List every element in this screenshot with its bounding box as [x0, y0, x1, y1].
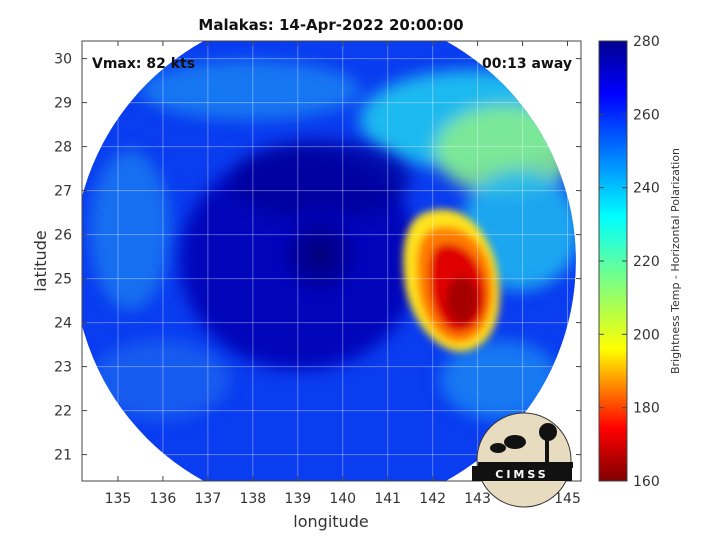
- gridlines: [82, 41, 581, 481]
- colorbar-ticks: 160 180 200 220 240 260 280: [599, 34, 660, 490]
- x-tick-label: 143: [464, 491, 491, 507]
- x-tick-label: 141: [374, 491, 401, 507]
- logo-water-tower-leg: [545, 432, 549, 462]
- colorbar-tick-label: 280: [633, 34, 660, 50]
- logo-ground: [478, 462, 573, 468]
- colorbar-tick-label: 240: [633, 181, 660, 197]
- y-tick-label: 25: [54, 272, 72, 288]
- logo-text: CIMSS: [495, 468, 548, 481]
- dark-arc-north: [230, 140, 410, 220]
- logo-small-dish: [490, 443, 506, 453]
- colorbar-tick-label: 260: [633, 107, 660, 123]
- band-southeast: [440, 340, 560, 420]
- chart-title: Malakas: 14-Apr-2022 20:00:00: [198, 16, 463, 34]
- x-tick-label: 138: [239, 491, 266, 507]
- colorbar-tick-label: 160: [633, 474, 660, 490]
- y-tick-label: 28: [54, 140, 72, 156]
- warm-darkred: [446, 276, 478, 324]
- x-tick-label: 135: [105, 491, 132, 507]
- eye-region: [265, 200, 375, 310]
- y-tick-label: 21: [54, 448, 72, 464]
- x-axis-label: longitude: [293, 512, 368, 531]
- colorbar-tick-label: 200: [633, 327, 660, 343]
- y-tick-label: 30: [54, 52, 72, 68]
- microwave-swath: [82, 41, 576, 481]
- band-west: [90, 150, 170, 310]
- cimss-logo: CIMSS: [472, 412, 573, 508]
- plot-frame: [81, 40, 582, 482]
- y-axis-ticks: 21 22 23 24 25 26 27 28 29 30: [54, 52, 581, 464]
- time-offset-annotation: 00:13 away: [482, 56, 572, 72]
- logo-disc: [476, 412, 572, 508]
- y-tick-label: 24: [54, 316, 72, 332]
- colorbar-label: Brightness Temp - Horizontal Polarizatio…: [669, 148, 682, 374]
- y-tick-label: 27: [54, 184, 72, 200]
- y-tick-label: 29: [54, 96, 72, 112]
- x-tick-label: 136: [150, 491, 177, 507]
- x-tick-label: 140: [329, 491, 356, 507]
- plot-area: [82, 41, 581, 481]
- y-axis-label: latitude: [31, 230, 50, 291]
- colorbar-tick-label: 220: [633, 254, 660, 270]
- logo-banner: [472, 466, 572, 481]
- x-tick-label: 139: [284, 491, 311, 507]
- logo-satellite-dish: [504, 435, 526, 449]
- logo-water-tower-tank: [539, 423, 557, 441]
- cyan-band-northwest: [140, 60, 360, 120]
- y-tick-label: 23: [54, 360, 72, 376]
- x-tick-label: 145: [554, 491, 581, 507]
- warm-rain-region: [403, 209, 500, 352]
- x-tick-label: 137: [195, 491, 222, 507]
- band-southwest: [90, 340, 230, 420]
- x-tick-label: 142: [419, 491, 446, 507]
- y-tick-label: 22: [54, 404, 72, 420]
- vmax-annotation: Vmax: 82 kts: [92, 56, 195, 72]
- colorbar-tick-label: 180: [633, 401, 660, 417]
- y-tick-label: 26: [54, 228, 72, 244]
